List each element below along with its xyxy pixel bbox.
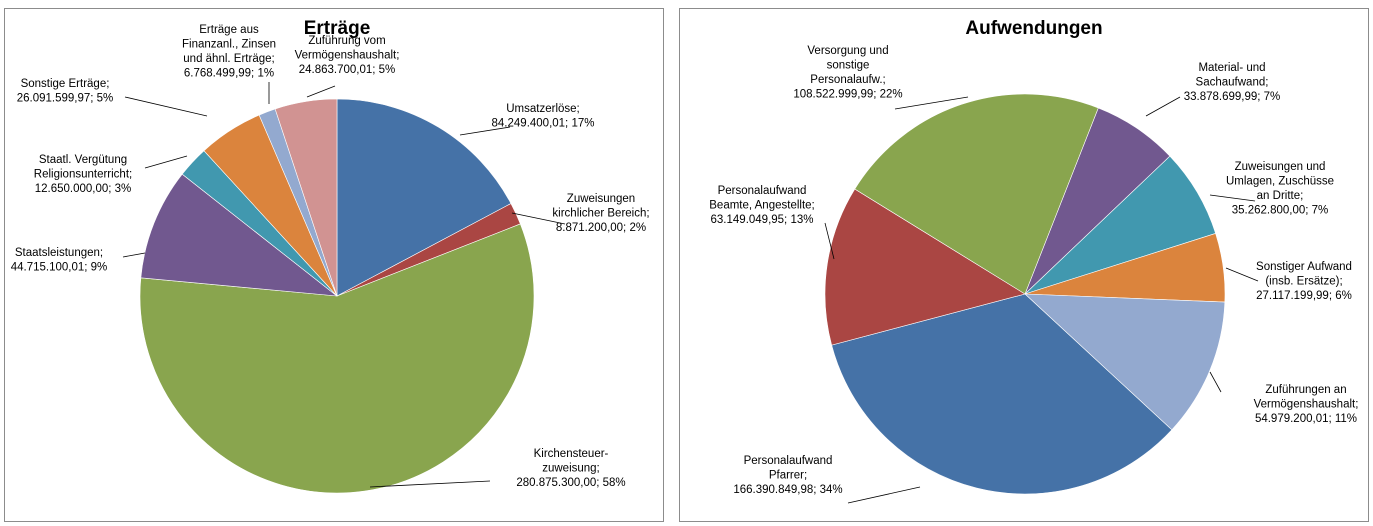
leader-line-personalaufwand <box>847 486 921 504</box>
pie-slices <box>824 93 1226 495</box>
leader-line-staatsleistungen <box>122 252 146 258</box>
leader-line-personalaufwand <box>824 222 835 260</box>
data-label-zuweisungen-und: Zuweisungen und Umlagen, Zuschüsse an Drit… <box>1226 161 1334 217</box>
data-label-ertraege-aus: Erträge aus Finanzanl., Zinsen und ähnl. E… <box>182 24 276 80</box>
aufwendungen-pie-svg: Aufwendungen Material- und Sachaufwand; 33… <box>709 18 1359 504</box>
slice-versorgung-und <box>854 93 1099 295</box>
data-label-zuweisungen: Zuweisungen kirchlicher Bereich; 8.871.200… <box>552 193 649 234</box>
data-label-kirchensteuer: Kirchensteuer-zuweisung; 280.875.300,00; … <box>516 448 625 489</box>
leader-line-zuweisungen-und <box>1209 194 1256 202</box>
ertraege-pie-svg: Erträge Umsatzerlöse; 84.249.400,01; 17% Z… <box>11 18 650 494</box>
leader-line-umsatzerloese <box>459 126 511 136</box>
data-label-staatl-verguetung: Staatl. Vergütung Religionsunterricht; 12.… <box>34 154 132 195</box>
leader-line-material-und <box>1145 96 1181 117</box>
chart-ertraege: Erträge Umsatzerlöse; 84.249.400,01; 17% Z… <box>4 8 664 522</box>
slice-personalaufwand <box>824 188 1026 346</box>
leader-line-sonstige-ertraege <box>124 96 208 117</box>
data-label-staatsleistungen: Staatsleistungen; 44.715.100,01; 9% <box>11 247 108 274</box>
data-label-material-und: Material- und Sachaufwand; 33.878.699,99; … <box>1184 62 1281 103</box>
data-label-versorgung-und: Versorgung und sonstige Personalaufw.; 108.… <box>793 45 902 101</box>
slice-zufuehrungen-an <box>1024 293 1226 431</box>
leader-line-versorgung-und <box>894 96 969 110</box>
chart-title: Erträge <box>304 18 371 39</box>
slice-personalaufwand <box>831 293 1173 495</box>
data-label-personalaufwand: Personalaufwand Pfarrer; 166.390.849,98; 3… <box>733 455 842 496</box>
pie-slices <box>139 98 535 494</box>
data-label-personalaufwand: Personalaufwand Beamte, Angestellte; 63.14… <box>709 185 814 226</box>
data-label-sonstige-ertraege: Sonstige Erträge; 26.091.599,97; 5% <box>17 78 114 105</box>
leader-line-staatl-verguetung <box>144 155 188 169</box>
pie-labels: Material- und Sachaufwand; 33.878.699,99; … <box>709 45 1359 504</box>
chart-aufwendungen: Aufwendungen Material- und Sachaufwand; 33… <box>679 8 1369 522</box>
chart-title: Aufwendungen <box>965 18 1102 39</box>
leader-line-zufuehrungen-an <box>1209 371 1222 393</box>
leader-line-kirchensteuer <box>369 480 491 488</box>
slice-zufuehrung-vom <box>274 98 338 297</box>
slice-staatsleistungen <box>140 173 338 297</box>
data-label-umsatzerloese: Umsatzerlöse; 84.249.400,01; 17% <box>492 103 595 130</box>
slice-kirchensteuer <box>139 223 535 494</box>
leader-line-zufuehrung-vom <box>306 85 336 98</box>
leader-line-zuweisungen <box>511 212 566 225</box>
slice-umsatzerloese <box>336 98 512 297</box>
data-label-zufuehrungen-an: Zuführungen an Vermögenshaushalt; 54.979.2… <box>1254 384 1359 425</box>
leader-line-sonstiger-aufwand <box>1225 267 1259 282</box>
pie-labels: Umsatzerlöse; 84.249.400,01; 17% Zuweisung… <box>11 24 650 489</box>
data-label-zufuehrung-vom: Zuführung vom Vermögenshaushalt; 24.863.70… <box>295 35 400 76</box>
data-label-sonstiger-aufwand: Sonstiger Aufwand (insb. Ersätze); 27.117.… <box>1256 261 1352 302</box>
